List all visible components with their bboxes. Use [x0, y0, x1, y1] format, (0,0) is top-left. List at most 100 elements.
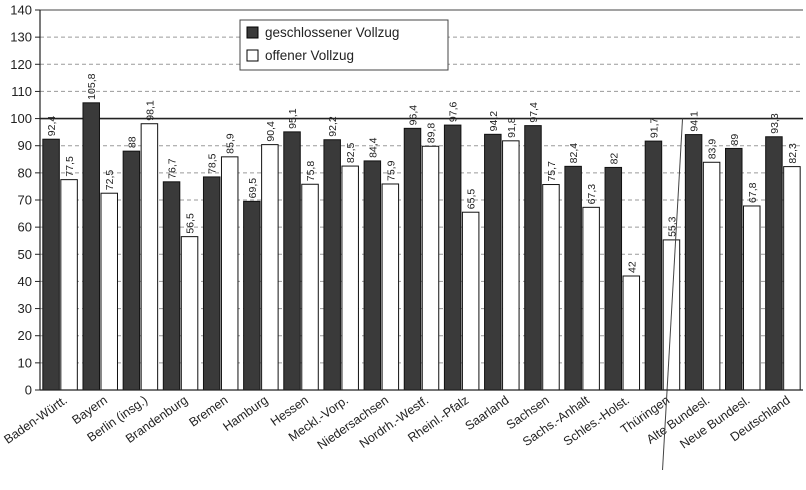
- y-tick-label: 90: [18, 138, 32, 153]
- value-label-open: 90,4: [265, 121, 277, 142]
- legend-label-open: offener Vollzug: [265, 48, 354, 63]
- value-label-open: 91,8: [506, 117, 518, 138]
- bar-closed: [323, 139, 341, 391]
- value-label-closed: 97,4: [528, 102, 540, 123]
- value-label-closed: 76,7: [167, 158, 179, 179]
- bar-closed: [725, 147, 743, 391]
- value-label-closed: 92,2: [327, 116, 339, 137]
- value-label-closed: 78,5: [207, 153, 219, 174]
- value-label-closed: 82,4: [568, 143, 580, 164]
- bar-open: [622, 275, 641, 391]
- value-label-open: 75,7: [546, 161, 558, 182]
- bar-closed: [443, 124, 462, 391]
- value-label-open: 85,9: [225, 133, 237, 154]
- value-label-closed: 91,7: [648, 118, 660, 139]
- value-label-closed: 105,8: [86, 73, 98, 99]
- value-label-open: 67,3: [586, 184, 598, 205]
- value-label-open: 55,3: [666, 216, 678, 237]
- y-tick-label: 110: [11, 84, 32, 99]
- value-label-open: 77,5: [64, 156, 76, 177]
- bar-open: [220, 156, 239, 391]
- value-label-layer: 92,4 77,5 105,8 72,5 88 98,1 76,7 56,5 78,5 85,9 6…: [46, 73, 799, 273]
- bar-closed: [604, 166, 623, 391]
- bar-closed: [42, 138, 60, 391]
- value-label-closed: 84,4: [367, 137, 379, 158]
- bar-open: [702, 161, 721, 391]
- group-separator: [662, 118, 684, 471]
- legend-label-closed: geschlossener Vollzug: [265, 25, 399, 40]
- bar-open: [582, 206, 600, 391]
- value-label-closed: 94,2: [488, 111, 500, 132]
- y-tick-label: 120: [10, 57, 32, 72]
- bar-layer: [42, 102, 801, 391]
- value-label-closed: 93,3: [769, 113, 781, 134]
- y-tick-label: 60: [18, 220, 32, 235]
- y-tick-label: 100: [10, 111, 32, 126]
- y-tick-label: 50: [18, 247, 32, 262]
- bar-closed: [403, 127, 422, 391]
- bar-closed: [283, 131, 301, 391]
- bar-closed: [684, 134, 703, 391]
- bar-open: [461, 211, 480, 391]
- value-label-closed: 88: [126, 136, 138, 148]
- y-tick-label: 30: [18, 301, 32, 316]
- y-tick-label: 0: [25, 383, 32, 398]
- value-label-open: 42: [626, 261, 638, 273]
- y-tick-label: 130: [10, 30, 32, 45]
- bar-closed: [82, 102, 100, 391]
- value-label-open: 98,1: [144, 100, 156, 121]
- value-label-open: 75,8: [305, 161, 317, 182]
- bar-closed: [484, 133, 502, 391]
- value-label-closed: 95,1: [287, 108, 299, 129]
- legend-box: [239, 19, 449, 71]
- value-label-open: 75,9: [385, 160, 397, 181]
- y-tick-label: 10: [18, 355, 32, 370]
- value-label-closed: 96,4: [408, 105, 420, 126]
- legend-swatch-closed: [246, 26, 259, 39]
- bar-closed: [202, 176, 221, 391]
- value-label-closed: 94,1: [689, 111, 701, 132]
- bar-open: [100, 192, 118, 391]
- category-label: Baden-Württ.: [1, 393, 69, 447]
- bar-open: [261, 144, 279, 391]
- legend-swatch-open: [246, 49, 259, 62]
- value-label-open: 89,8: [426, 123, 438, 144]
- bar-open: [743, 205, 761, 391]
- bar-open: [140, 123, 159, 391]
- value-label-closed: 89: [729, 134, 741, 146]
- y-tick-label: 140: [10, 3, 32, 18]
- bar-open: [502, 140, 520, 391]
- value-label-closed: 92,4: [46, 116, 58, 137]
- y-tick-label: 20: [18, 328, 32, 343]
- category-label: Saarland: [463, 393, 512, 433]
- legend: geschlossener Vollzug offener Vollzug: [239, 19, 449, 71]
- category-label: Hamburg: [220, 393, 270, 434]
- value-label-open: 56,5: [185, 213, 197, 234]
- category-label: Nordrh.-Westf.: [357, 393, 431, 451]
- y-tick-label: 80: [18, 165, 32, 180]
- bar-open: [341, 165, 359, 391]
- value-label-open: 67,8: [747, 182, 759, 203]
- bar-open: [180, 236, 199, 391]
- bar-open: [60, 179, 78, 391]
- value-label-open: 65,5: [466, 189, 478, 210]
- bar-closed: [564, 165, 582, 391]
- bar-open: [542, 184, 560, 391]
- value-label-open: 83,9: [707, 139, 719, 160]
- bar-closed: [524, 125, 542, 391]
- value-label-closed: 97,6: [448, 101, 460, 122]
- bar-closed: [363, 160, 382, 391]
- bar-open: [381, 183, 400, 391]
- bar-closed: [162, 181, 181, 391]
- value-label-closed: 69,5: [247, 178, 259, 199]
- axis-layer: 0 10 20 30 40 50 60 70 80 90 100 110 120 130 140 Baden-…: [1, 3, 803, 471]
- bar-closed: [243, 200, 261, 391]
- bar-closed: [765, 136, 783, 391]
- y-tick-label: 70: [18, 193, 32, 208]
- bar-closed: [122, 150, 141, 391]
- bar-closed: [644, 140, 663, 391]
- bar-open: [421, 145, 440, 391]
- value-label-open: 82,5: [345, 142, 357, 163]
